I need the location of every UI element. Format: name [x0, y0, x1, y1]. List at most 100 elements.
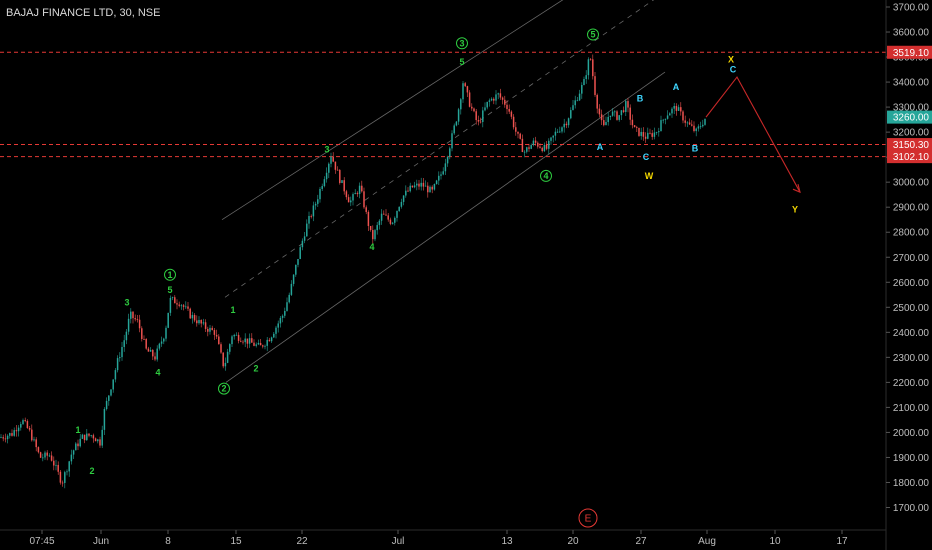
candle [543, 142, 546, 153]
candle [398, 206, 400, 212]
candle-body [422, 182, 425, 187]
candle-body [295, 264, 297, 275]
candle-body [688, 122, 691, 125]
channel-lower-line[interactable] [225, 71, 666, 383]
y-tick-label: 1700.00 [893, 503, 930, 514]
candle [688, 118, 691, 126]
candle-body [332, 156, 334, 162]
candle-body [416, 183, 418, 186]
candle [620, 110, 623, 121]
projection-path[interactable] [705, 76, 801, 194]
candle-body [158, 343, 161, 349]
wave-label: 5 [167, 285, 172, 295]
candle [631, 114, 634, 129]
candle-body [440, 174, 442, 176]
candle [592, 54, 594, 80]
candle [614, 110, 616, 117]
candle-body [334, 161, 337, 170]
y-tick-label: 3200.00 [893, 128, 930, 139]
candle [402, 195, 405, 206]
wave-label-text: B [637, 93, 644, 103]
candle-body [336, 169, 339, 171]
candle [70, 449, 73, 465]
candle-body [224, 362, 227, 367]
candle [125, 328, 128, 345]
candle [488, 98, 491, 107]
candle [2, 434, 4, 442]
candle [127, 313, 130, 335]
candle-body [649, 132, 651, 134]
candle-body [695, 128, 697, 132]
candle [251, 333, 253, 343]
horizontal-levels[interactable] [0, 51, 886, 158]
candle-body [242, 341, 244, 343]
candle-body [253, 342, 255, 346]
candle-body [466, 86, 469, 93]
candle [224, 357, 227, 371]
candle [435, 179, 438, 185]
candle [501, 96, 504, 105]
candle [141, 326, 143, 342]
candle [97, 438, 99, 444]
candle [391, 221, 394, 225]
candle-body [616, 111, 618, 120]
candle [147, 346, 150, 352]
candle [50, 451, 53, 462]
candle-body [211, 327, 213, 331]
price-axis[interactable]: 1700.00 1800.00 1900.00 2000.00 2100.00 2200.… [886, 3, 929, 515]
candle-body [578, 93, 581, 101]
y-tick-label: 2000.00 [893, 428, 930, 439]
candle-body [141, 328, 143, 339]
candle-body [196, 320, 198, 324]
candle [257, 339, 260, 346]
candle [286, 297, 288, 312]
candle [178, 301, 180, 308]
wave-circle-icon [164, 268, 176, 281]
candle-body [292, 274, 295, 284]
candle-body [446, 156, 449, 164]
candle [4, 433, 7, 443]
candle-body [501, 97, 504, 100]
candle-body [42, 457, 44, 459]
projection-line[interactable] [705, 76, 801, 193]
time-axis[interactable]: 07:45 Jun 8 15 22 Jul 13 20 27 Aug 10 17 [29, 530, 848, 547]
candle [75, 442, 77, 451]
event-marker[interactable]: E [578, 508, 598, 528]
channel-upper-line[interactable] [221, 0, 575, 221]
candle-body [204, 322, 207, 329]
wave-label-text: 2 [89, 466, 94, 476]
wave-label: 4 [540, 169, 552, 182]
candle-body [231, 336, 233, 345]
candle-body [156, 348, 158, 360]
candle-body [702, 124, 704, 127]
candle-body [550, 137, 552, 141]
candle [231, 335, 233, 347]
candle [235, 332, 238, 336]
candle [433, 183, 436, 191]
candle-body [438, 175, 440, 181]
candle [22, 418, 24, 425]
candle [499, 88, 502, 100]
candle-body [270, 337, 273, 342]
wave-label-text: Y [792, 205, 798, 215]
candle-body [365, 207, 367, 212]
candle-body [405, 190, 407, 196]
candle-body [515, 127, 517, 132]
candle [600, 109, 603, 126]
candle [160, 336, 163, 347]
candle-body [235, 334, 238, 336]
candle [519, 132, 521, 140]
candle-body [33, 439, 35, 441]
candle-body [567, 118, 570, 126]
candle [677, 104, 680, 111]
candle [277, 320, 279, 333]
candle [354, 189, 356, 195]
candle-body [561, 127, 563, 132]
trend-channel[interactable] [221, 0, 666, 383]
candle-body [79, 438, 81, 447]
candle [37, 446, 40, 454]
wave-label-text: 1 [230, 305, 235, 315]
